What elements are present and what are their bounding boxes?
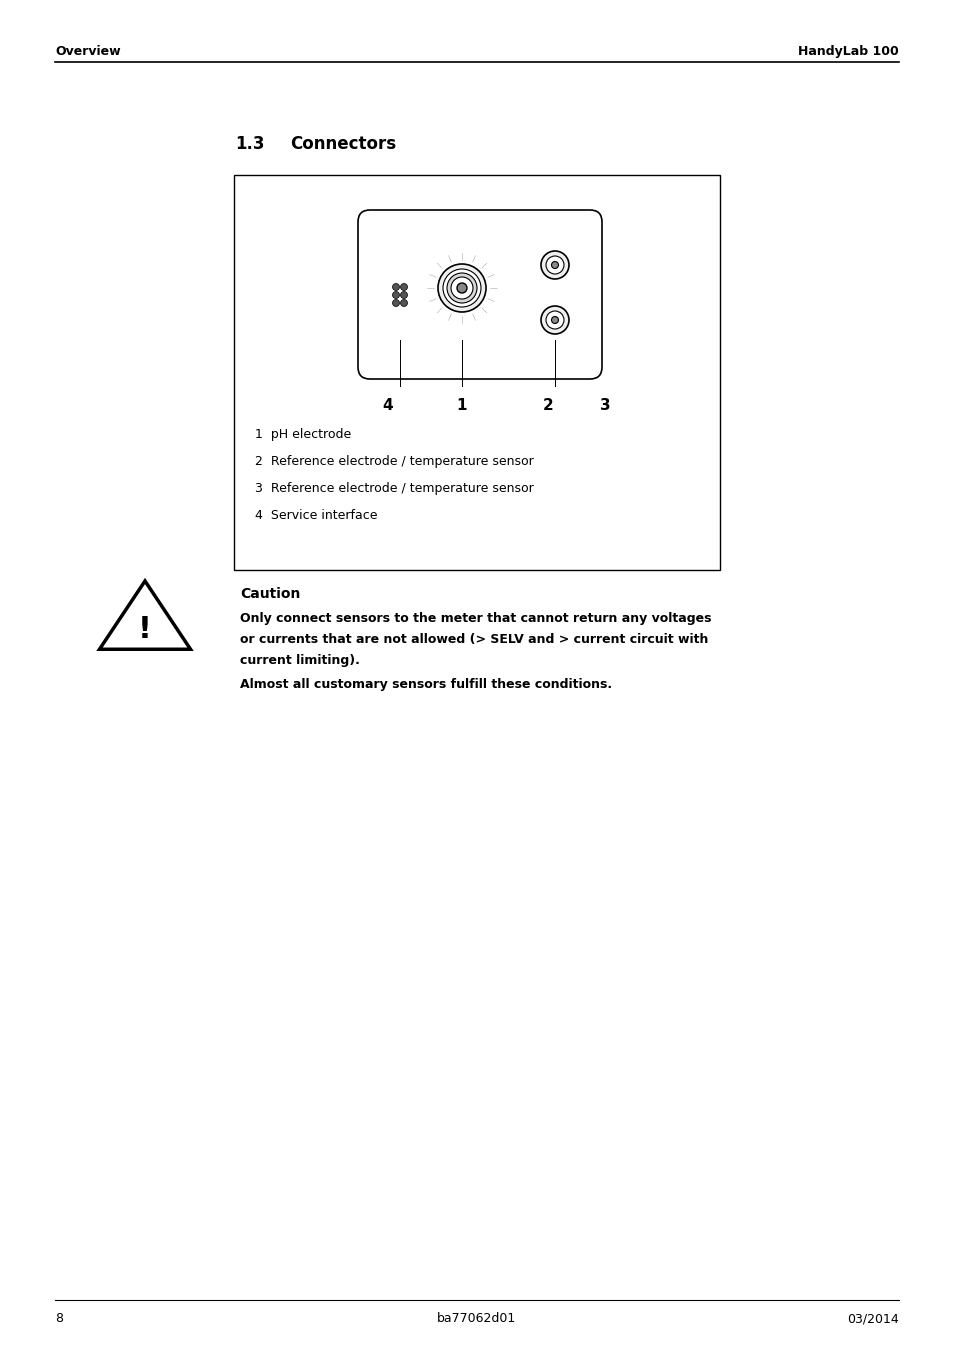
- Text: 1: 1: [456, 398, 467, 413]
- Text: 3: 3: [599, 398, 610, 413]
- Circle shape: [400, 300, 407, 306]
- Bar: [233, 176, 720, 570]
- Text: 8: 8: [55, 1312, 63, 1324]
- Circle shape: [392, 284, 399, 290]
- Text: 4  Service interface: 4 Service interface: [254, 509, 377, 522]
- Circle shape: [447, 273, 476, 302]
- Text: current limiting).: current limiting).: [240, 653, 359, 667]
- Text: Only connect sensors to the meter that cannot return any voltages: Only connect sensors to the meter that c…: [240, 612, 711, 625]
- FancyBboxPatch shape: [357, 211, 601, 379]
- Text: ba77062d01: ba77062d01: [436, 1312, 517, 1324]
- Circle shape: [545, 310, 563, 329]
- Text: HandyLab 100: HandyLab 100: [798, 45, 898, 58]
- Text: Almost all customary sensors fulfill these conditions.: Almost all customary sensors fulfill the…: [240, 678, 612, 691]
- Text: 4: 4: [382, 398, 393, 413]
- Text: 1.3: 1.3: [234, 135, 264, 153]
- Circle shape: [540, 251, 568, 279]
- Circle shape: [551, 262, 558, 269]
- Circle shape: [392, 300, 399, 306]
- Circle shape: [451, 277, 473, 298]
- Polygon shape: [99, 580, 191, 649]
- Text: Caution: Caution: [240, 587, 300, 601]
- Text: 03/2014: 03/2014: [846, 1312, 898, 1324]
- Circle shape: [551, 316, 558, 324]
- Circle shape: [456, 284, 467, 293]
- Text: Connectors: Connectors: [290, 135, 395, 153]
- Text: Overview: Overview: [55, 45, 120, 58]
- Text: or currents that are not allowed (> SELV and > current circuit with: or currents that are not allowed (> SELV…: [240, 633, 708, 647]
- Circle shape: [437, 265, 485, 312]
- Text: 1  pH electrode: 1 pH electrode: [254, 428, 351, 441]
- Circle shape: [545, 256, 563, 274]
- Circle shape: [392, 292, 399, 298]
- Circle shape: [400, 284, 407, 290]
- Circle shape: [540, 306, 568, 333]
- Text: 3  Reference electrode / temperature sensor: 3 Reference electrode / temperature sens…: [254, 482, 533, 495]
- Circle shape: [442, 269, 480, 306]
- Text: !: !: [138, 616, 152, 644]
- Circle shape: [400, 292, 407, 298]
- Text: 2  Reference electrode / temperature sensor: 2 Reference electrode / temperature sens…: [254, 455, 533, 468]
- Text: 2: 2: [542, 398, 553, 413]
